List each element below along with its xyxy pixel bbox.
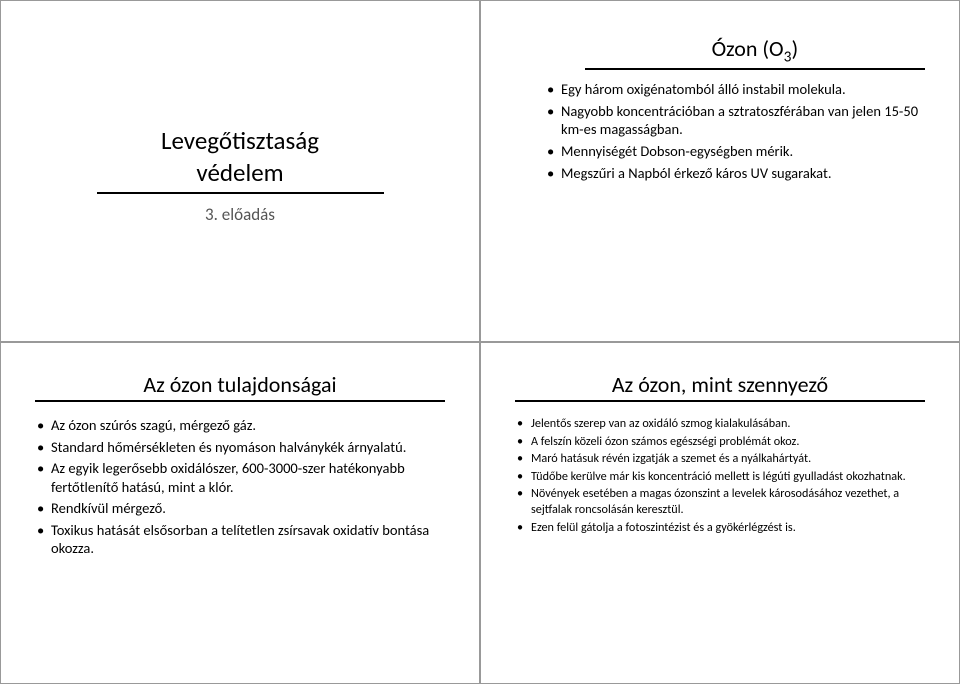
slide-ozone-properties: Az ózon tulajdonságai Az ózon szúrós sza… bbox=[0, 342, 480, 684]
bullet-item: Az egyik legerősebb oxidálószer, 600-300… bbox=[35, 459, 445, 496]
bullet-item: Toxikus hatását elsősorban a telítetlen … bbox=[35, 521, 445, 558]
bullet-item: A felszín közeli ózon számos egészségi p… bbox=[515, 434, 925, 450]
bullet-list: Az ózon szúrós szagú, mérgező gáz. Stand… bbox=[35, 416, 445, 558]
bullet-item: Nagyobb koncentrációban a sztratoszféráb… bbox=[545, 102, 925, 139]
bullet-item: Növények esetében a magas ózonszint a le… bbox=[515, 486, 925, 517]
bullet-list: Jelentős szerep van az oxidáló szmog kia… bbox=[515, 416, 925, 535]
title-pre: Ózon (O bbox=[712, 35, 784, 62]
slide-title-properties: Az ózon tulajdonságai bbox=[35, 371, 445, 402]
bullet-item: Ezen felül gátolja a fotoszintézist és a… bbox=[515, 520, 925, 536]
bullet-item: Egy három oxigénatomból álló instabil mo… bbox=[545, 80, 925, 99]
bullet-item: Jelentős szerep van az oxidáló szmog kia… bbox=[515, 416, 925, 432]
main-title: Levegőtisztaság védelem bbox=[161, 125, 319, 188]
slide-ozone-intro: Ózon (O3) Egy három oxigénatomból álló i… bbox=[480, 0, 960, 342]
bullet-item: Standard hőmérsékleten és nyomáson halvá… bbox=[35, 438, 445, 457]
bullet-item: Megszűri a Napból érkező káros UV sugara… bbox=[545, 164, 925, 183]
bullet-item: Az ózon szúrós szagú, mérgező gáz. bbox=[35, 416, 445, 435]
title-post: ) bbox=[791, 35, 798, 62]
bullet-item: Mennyiségét Dobson-egységben mérik. bbox=[545, 142, 925, 161]
slide-title-ozone: Ózon (O3) bbox=[585, 35, 925, 70]
bullet-item: Maró hatásuk révén izgatják a szemet és … bbox=[515, 451, 925, 467]
bullet-list: Egy három oxigénatomból álló instabil mo… bbox=[545, 80, 925, 182]
title-block: Levegőtisztaság védelem 3. előadás bbox=[35, 29, 445, 321]
title-rule bbox=[97, 192, 384, 194]
slide-ozone-pollutant: Az ózon, mint szennyező Jelentős szerep … bbox=[480, 342, 960, 684]
title-line1: Levegőtisztaság bbox=[161, 125, 319, 156]
lecture-subtitle: 3. előadás bbox=[205, 204, 275, 225]
title-line2: védelem bbox=[196, 157, 283, 188]
bullet-item: Tüdőbe kerülve már kis koncentráció mell… bbox=[515, 469, 925, 485]
slide-title: Levegőtisztaság védelem 3. előadás bbox=[0, 0, 480, 342]
slide-title-pollutant: Az ózon, mint szennyező bbox=[515, 371, 925, 402]
bullet-item: Rendkívül mérgező. bbox=[35, 499, 445, 518]
